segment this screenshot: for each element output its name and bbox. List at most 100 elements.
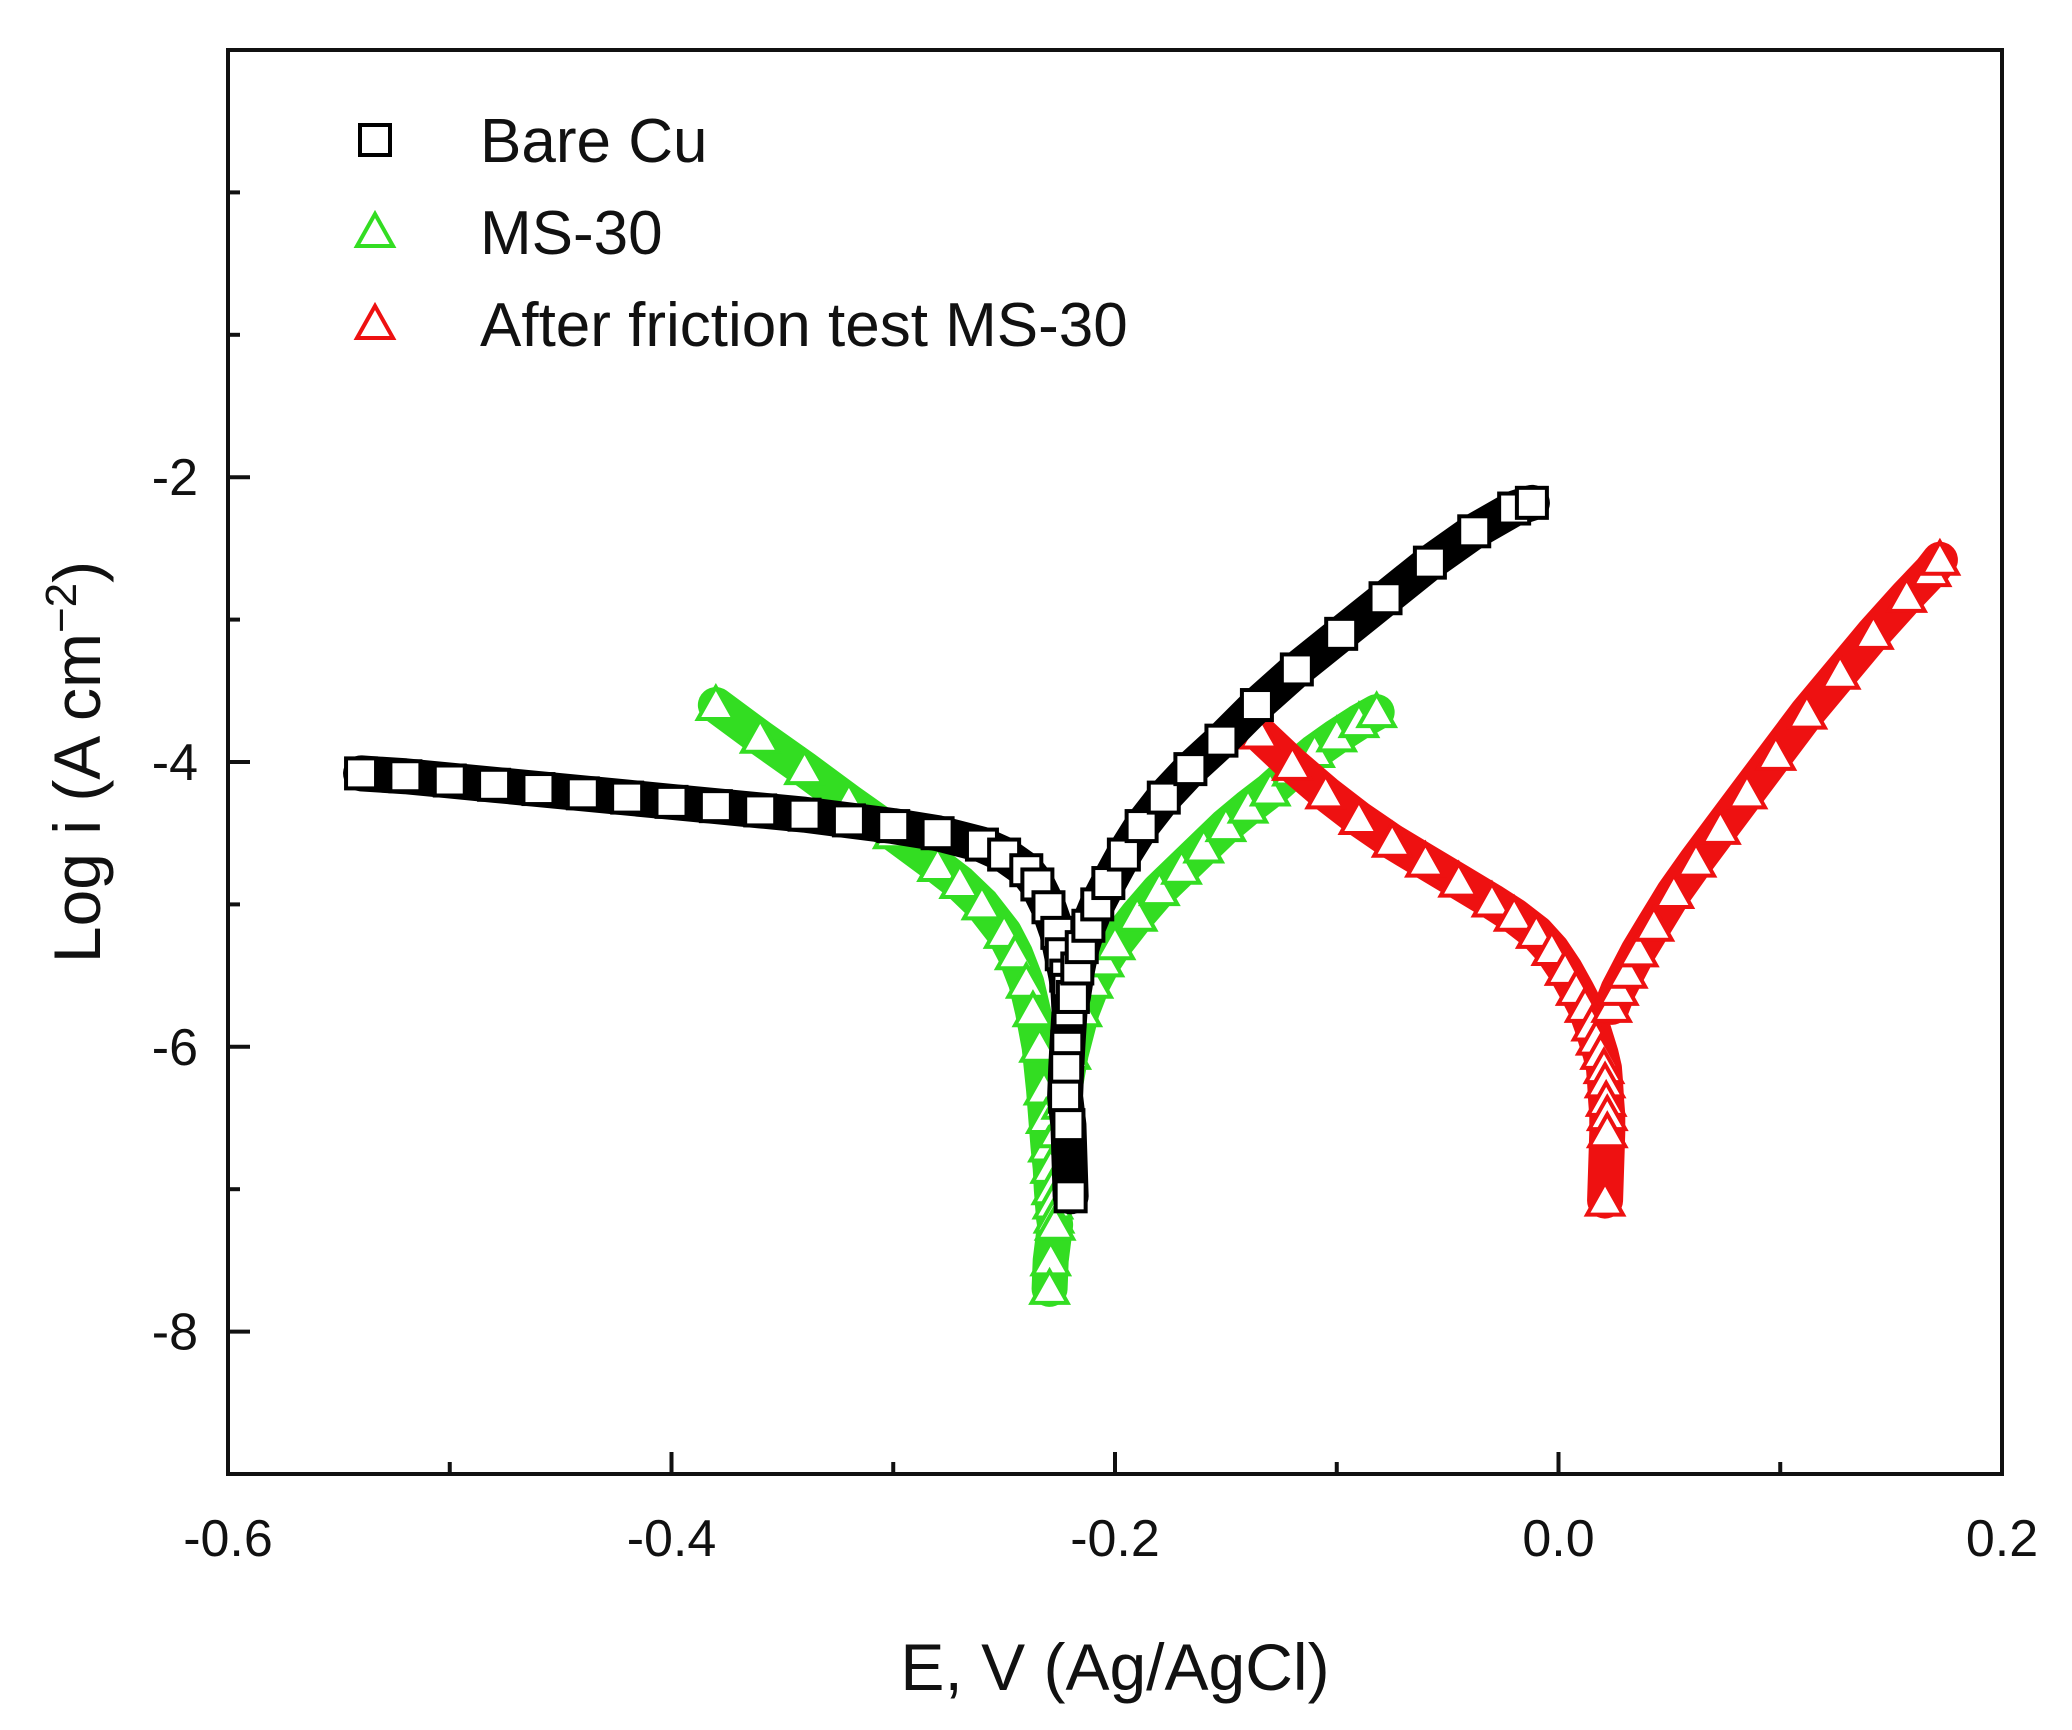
series-0-point: [876, 809, 911, 844]
series-1-point: [1355, 690, 1399, 729]
series-2-point: [1725, 771, 1769, 810]
series-2-point: [1585, 1110, 1629, 1149]
series-1-point: [1160, 846, 1203, 885]
y-axis-title-exponent: −2: [37, 583, 86, 633]
series-0-point: [920, 816, 955, 851]
series-2-point: [1818, 651, 1862, 690]
series-2-point: [1470, 879, 1514, 918]
legend-marker: [358, 123, 392, 157]
series-2-point: [1785, 691, 1829, 730]
y-axis-title-close: ): [40, 561, 114, 583]
series-0-point: [1204, 723, 1239, 758]
series-2-point: [1885, 574, 1929, 613]
series-0-point: [565, 776, 600, 811]
x-tick-label: 0.0: [1522, 1510, 1594, 1568]
y-axis-title-main: Log i (A cm: [40, 633, 114, 963]
series-0-point: [1514, 485, 1549, 520]
series-0-point: [831, 803, 866, 838]
legend-label: After friction test MS-30: [480, 291, 1128, 360]
legend-item: After friction test MS-30: [353, 291, 1128, 360]
legend-label: MS-30: [480, 199, 663, 268]
series-2-point: [1583, 1178, 1627, 1217]
x-tick-label: -0.6: [183, 1510, 273, 1568]
series-2-point: [1698, 806, 1742, 845]
series-0-point: [1457, 514, 1492, 549]
series-0-point: [1146, 780, 1181, 815]
series-2-point: [1404, 839, 1447, 878]
series-2-point: [1492, 893, 1536, 932]
series-1-point: [916, 843, 960, 882]
series-2-point: [1514, 910, 1558, 949]
series-2-point: [1337, 796, 1381, 835]
series-0-point: [743, 793, 778, 828]
x-tick-label: 0.2: [1966, 1510, 2038, 1568]
legend: Bare Cu MS-30 After friction test MS-30: [353, 107, 1128, 360]
x-tick-label: -0.2: [1070, 1510, 1160, 1568]
legend-marker: [353, 301, 397, 340]
series-1-point: [993, 932, 1037, 971]
series-0-point: [1055, 979, 1090, 1014]
series-1-point: [1004, 960, 1048, 999]
y-tick-label: -6: [152, 1019, 198, 1077]
series-1-point: [694, 682, 738, 722]
series-2-point: [1270, 742, 1314, 781]
series-2: [1237, 537, 1962, 1219]
legend-label: Bare Cu: [480, 107, 707, 176]
y-axis-title: Log i (A cm−2): [37, 561, 114, 963]
series-1-point: [783, 747, 826, 786]
series-0: [343, 484, 1550, 1215]
series-1-point: [1033, 1202, 1077, 1241]
series-0-point: [432, 763, 467, 798]
x-axis-title: E, V (Ag/AgCl): [900, 1630, 1329, 1704]
series-0-point: [1048, 1079, 1083, 1114]
series-1-point: [938, 860, 982, 900]
series-1-point: [1018, 1024, 1062, 1063]
series-0-point: [1368, 581, 1403, 616]
series-1-point: [1115, 893, 1159, 932]
legend-item: MS-30: [353, 199, 663, 268]
series-2-point: [1370, 819, 1414, 858]
series-0-point: [787, 797, 822, 832]
y-tick-label: -8: [152, 1304, 198, 1362]
x-tick-label: -0.4: [627, 1510, 717, 1568]
series-0-point: [388, 759, 423, 794]
series-0-point: [1173, 752, 1208, 787]
series-0-point: [1124, 809, 1159, 844]
series-2-point: [1632, 903, 1676, 942]
series-1-point: [960, 882, 1004, 921]
y-tick-label: -2: [152, 449, 198, 507]
series-0-point: [1049, 1051, 1084, 1086]
legend-marker: [353, 209, 397, 248]
series-0-point: [344, 756, 379, 791]
series-0-point: [1412, 545, 1447, 580]
series-1-point: [738, 715, 782, 754]
series-0-point: [1239, 688, 1274, 723]
series-1-point: [1011, 989, 1055, 1028]
series-0-point: [1279, 652, 1314, 687]
series-0-point: [654, 784, 689, 819]
series-2-point: [1918, 537, 1962, 576]
series-0-point: [1053, 1179, 1088, 1214]
y-tick-label: -4: [152, 734, 198, 792]
series-1-point: [1248, 768, 1292, 807]
data-marks: [343, 484, 1962, 1307]
series-2-point: [1605, 950, 1649, 989]
series-0-point: [698, 789, 733, 824]
series-0-point: [1091, 866, 1126, 901]
legend-item: Bare Cu: [358, 107, 707, 176]
series-2-point: [1851, 611, 1895, 650]
series-0-point: [1324, 616, 1359, 651]
series-0-point: [521, 772, 556, 807]
series-1-point: [1028, 1266, 1072, 1305]
series-0-point: [1106, 837, 1141, 872]
series-0-point: [1051, 1108, 1086, 1143]
series-2-point: [1754, 732, 1798, 771]
series-1-point: [1137, 868, 1181, 907]
series-1-point: [1182, 825, 1226, 864]
series-2-point: [1652, 870, 1696, 910]
axis-ticks: -0.6 -0.4 -0.2 0.0 0.2 -8 -6 -4 -2: [152, 48, 2038, 1568]
series-1-point: [1093, 922, 1137, 961]
series-0-point: [477, 767, 512, 802]
series-2-point: [1616, 929, 1660, 968]
series-2-point: [1674, 839, 1718, 878]
